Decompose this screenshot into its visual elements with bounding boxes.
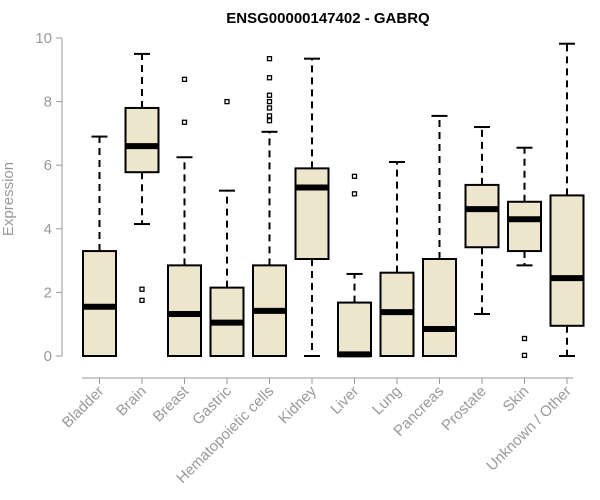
x-tick-label-lung: Lung xyxy=(369,383,405,419)
outlier-point xyxy=(266,92,273,98)
box-gastric xyxy=(209,98,245,358)
y-axis-label: Expression xyxy=(0,162,17,236)
iqr-box xyxy=(337,301,372,357)
y-tick-label: 0 xyxy=(44,348,52,365)
box-pancreas xyxy=(422,114,457,358)
iqr-box xyxy=(549,194,585,327)
y-tick-label: 2 xyxy=(44,284,52,301)
outlier-point xyxy=(266,105,273,111)
boxes xyxy=(82,42,585,359)
outlier-point xyxy=(181,119,188,125)
y-tick-label: 6 xyxy=(44,157,52,174)
outlier-point xyxy=(521,335,528,342)
iqr-box xyxy=(507,200,542,253)
y-ticks: 0 2 4 6 8 10 xyxy=(35,30,62,365)
iqr-box xyxy=(82,250,117,357)
box-breast xyxy=(167,76,202,357)
iqr-box xyxy=(422,258,457,358)
box-prostate xyxy=(464,126,500,316)
outlier-point xyxy=(266,75,273,81)
x-tick-label-bladder: Bladder xyxy=(59,383,108,432)
box-kidney xyxy=(294,57,330,357)
x-tick-label-prostate: Prostate xyxy=(438,383,490,435)
outlier-point xyxy=(266,98,273,105)
outlier-point xyxy=(139,286,145,292)
outlier-point xyxy=(139,297,145,304)
chart-title: ENSG00000147402 - GABRQ xyxy=(226,10,430,27)
box-bladder xyxy=(82,135,117,357)
y-tick-label: 8 xyxy=(44,94,52,111)
outlier-point xyxy=(224,98,230,105)
outlier-point xyxy=(351,191,358,197)
y-tick-label: 10 xyxy=(35,30,52,47)
box-hematopoietic-cells xyxy=(252,56,287,357)
x-tick-label-breast: Breast xyxy=(150,382,193,425)
iqr-box xyxy=(294,167,330,261)
iqr-box xyxy=(167,264,202,357)
x-tick-label-brain: Brain xyxy=(113,383,150,420)
box-liver xyxy=(337,173,372,358)
outlier-point xyxy=(181,76,188,82)
x-tick-label-kidney: Kidney xyxy=(275,382,320,427)
x-tick-label-skin: Skin xyxy=(500,383,533,416)
x-tick-label-liver: Liver xyxy=(327,383,362,418)
y-tick-label: 4 xyxy=(44,221,52,238)
outlier-point xyxy=(266,113,273,119)
box-skin xyxy=(507,146,542,359)
iqr-box xyxy=(464,183,500,249)
outlier-point xyxy=(521,352,528,359)
outlier-point xyxy=(266,56,273,62)
outlier-point xyxy=(266,118,273,124)
box-unknown-other xyxy=(549,42,585,357)
box-brain xyxy=(124,52,160,304)
box-lung xyxy=(379,161,415,357)
outlier-point xyxy=(351,173,358,179)
iqr-box xyxy=(124,106,160,174)
